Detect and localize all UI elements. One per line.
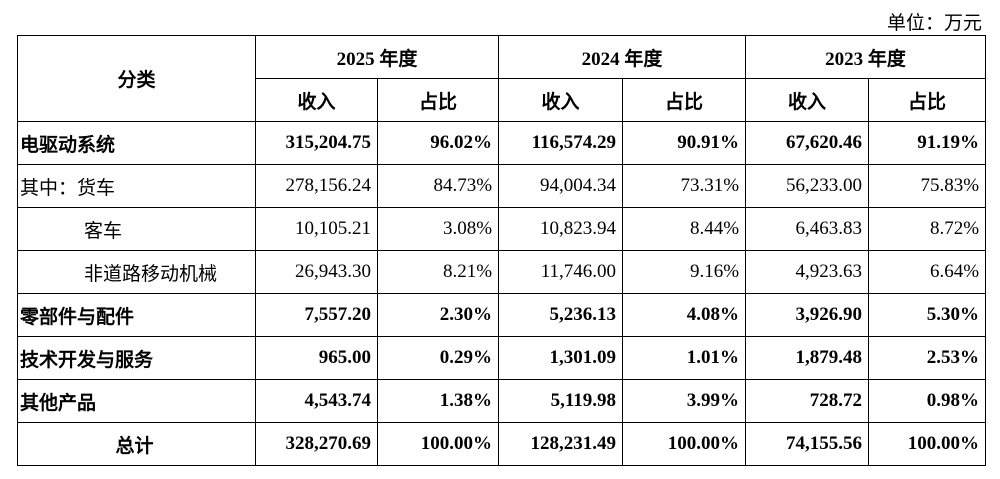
header-cell: 收入 [255,78,378,122]
unit-label: 单位：万元 [886,13,982,34]
table-row: 非道路移动机械 26,943.30 8.21% 11,746.00 9.16% 4,923… [17,250,987,294]
table-cell: 10,823.94 [498,207,624,251]
table-cell: 91.19% [868,121,987,165]
table-cell: 100.00% [622,422,747,466]
table-cell: 75.83% [868,164,987,208]
table-row: 总计 328,270.69 100.00% 128,231.49 100.00% 74,1… [17,422,987,466]
table-cell: 1.01% [622,336,747,380]
table-cell: 96.02% [376,121,500,165]
table-cell: 100.00% [868,422,987,466]
row-label: 零部件与配件 [17,293,256,337]
table-cell: 116,574.29 [498,121,624,165]
table-cell: 2.53% [868,336,987,380]
row-label: 非道路移动机械 [17,250,256,294]
table-cell: 6,463.83 [745,207,870,251]
table-cell: 1,879.48 [745,336,870,380]
table-cell: 2.30% [376,293,500,337]
table-cell: 9.16% [622,250,747,294]
table-cell: 74,155.56 [745,422,870,466]
table-cell: 3,926.90 [745,293,870,337]
table-cell: 5.30% [868,293,987,337]
table-cell: 84.73% [376,164,500,208]
table-cell: 56,233.00 [745,164,870,208]
row-label: 技术开发与服务 [17,336,256,380]
table-cell: 7,557.20 [255,293,378,337]
row-label: 其他产品 [17,379,256,423]
table-row: 客车 10,105.21 3.08% 10,823.94 8.44% 6,463.83 8.… [17,207,987,251]
table-row: 其他产品 4,543.74 1.38% 5,119.98 3.99% 728.72 0.98… [17,379,987,423]
table-row: 电驱动系统 315,204.75 96.02% 116,574.29 90.91% 67,… [17,121,987,165]
table-row: 零部件与配件 7,557.20 2.30% 5,236.13 4.08% 3,926.90… [17,293,987,337]
table-cell: 4.08% [622,293,747,337]
table-row: 技术开发与服务 965.00 0.29% 1,301.09 1.01% 1,879.48 2… [17,336,987,380]
table-cell: 4,543.74 [255,379,378,423]
table-cell: 128,231.49 [498,422,624,466]
table-cell: 11,746.00 [498,250,624,294]
table-cell: 73.31% [622,164,747,208]
table-cell: 1,301.09 [498,336,624,380]
row-label: 其中：货车 [17,164,256,208]
table-cell: 5,119.98 [498,379,624,423]
header-row: 分类 2025 年度 2024 年度 2023 年度 [17,35,987,122]
table-cell: 90.91% [622,121,747,165]
header-cell: 收入 [745,78,870,122]
header-cell: 2025 年度 [254,35,500,79]
header-cell: 收入 [498,78,624,122]
table-cell: 328,270.69 [255,422,378,466]
table-cell: 0.98% [868,379,987,423]
table-cell: 8.72% [868,207,987,251]
header-cell: 占比 [868,78,987,122]
header-cell: 2023 年度 [745,35,987,79]
table-cell: 8.21% [376,250,500,294]
header-cell: 2024 年度 [498,35,747,79]
table-row: 其中：货车 278,156.24 84.73% 94,004.34 73.31% 56,2… [17,164,987,208]
table-cell: 3.08% [376,207,500,251]
data-table: 分类 2025 年度 2024 年度 2023 年度 收入 占比 收入 占比 收入 占比 … [17,35,987,466]
table-cell: 315,204.75 [255,121,378,165]
table-cell: 26,943.30 [255,250,378,294]
row-label: 客车 [17,207,256,251]
header-cell: 占比 [376,78,500,122]
table-cell: 10,105.21 [255,207,378,251]
table-cell: 5,236.13 [498,293,624,337]
table-cell: 3.99% [622,379,747,423]
table-cell: 0.29% [376,336,500,380]
table-cell: 965.00 [255,336,378,380]
header-cell: 分类 [17,35,256,122]
table-cell: 728.72 [745,379,870,423]
table-cell: 4,923.63 [745,250,870,294]
row-label: 电驱动系统 [17,121,256,165]
row-label: 总计 [17,422,256,466]
table-cell: 8.44% [622,207,747,251]
table-cell: 67,620.46 [745,121,870,165]
header-row: 收入 占比 收入 占比 收入 占比 [18,78,987,122]
table-cell: 278,156.24 [255,164,378,208]
table-cell: 100.00% [376,422,500,466]
table-cell: 6.64% [868,250,987,294]
header-cell: 占比 [622,78,747,122]
table-cell: 1.38% [376,379,500,423]
table-cell: 94,004.34 [498,164,624,208]
